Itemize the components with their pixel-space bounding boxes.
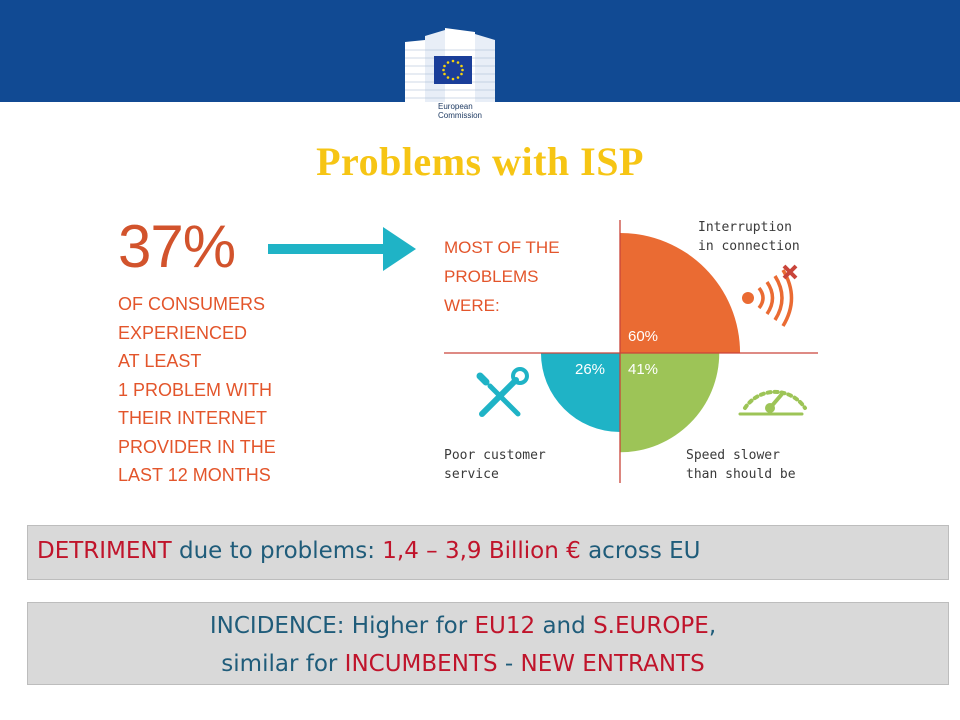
heading-line: WERE: [444,296,500,315]
label-line: service [444,467,499,482]
european-commission-logo: European Commission [400,22,500,132]
incidence-seurope: S.EUROPE [593,613,709,639]
wrench-screwdriver-icon [476,367,529,417]
label-line: Poor customer [444,448,546,463]
incidence-box: INCIDENCE: Higher for EU12 and S.EUROPE,… [27,602,949,685]
logo-line1: European [438,102,473,111]
incidence-and: and [535,613,594,639]
speed-value: 41% [628,361,659,378]
stat-description: OF CONSUMERS EXPERIENCED AT LEAST 1 PROB… [118,290,276,490]
poor-service-wedge [540,353,620,433]
eu-flag-building-icon [405,28,495,102]
incidence-line1: INCIDENCE: Higher for EU12 and S.EUROPE, [3,613,923,639]
poor-service-label: Poor customer service [444,446,546,484]
incidence-incumbents: INCUMBENTS [344,651,498,677]
incidence-new-entrants: NEW ENTRANTS [520,651,705,677]
interruption-value: 60% [628,328,659,345]
speed-label: Speed slower than should be [686,446,796,484]
incidence-eu12: EU12 [474,613,536,639]
interruption-wedge [620,232,741,353]
stat-line: OF CONSUMERS [118,294,266,314]
broken-signal-icon [742,264,798,327]
incidence-line2: similar for INCUMBENTS - NEW ENTRANTS [3,651,923,677]
incidence-comma: , [708,613,717,639]
speed-wedge [620,353,720,453]
stat-line: AT LEAST [118,351,202,371]
label-line: in connection [698,239,800,254]
heading-line: MOST OF THE [444,238,560,257]
problem-quadrant-chart [444,220,818,483]
stat-line: EXPERIENCED [118,322,248,343]
interruption-label: Interruption in connection [698,218,800,256]
detriment-label: DETRIMENT [37,538,172,564]
incidence-prefix: INCIDENCE: Higher for [209,613,475,639]
detriment-amount: 1,4 – 3,9 Billion € [382,538,581,564]
stat-percent: 37% [118,213,236,280]
label-line: Speed slower [686,448,780,463]
incidence-line2-prefix: similar for [221,651,345,677]
detriment-text: DETRIMENT due to problems: 1,4 – 3,9 Bil… [37,538,701,564]
infographic-heading: MOST OF THE PROBLEMS WERE: [444,233,560,320]
stat-line: THEIR INTERNET [118,408,268,428]
right-arrow-icon [268,227,416,271]
logo-text: European Commission [438,102,482,120]
stat-line: PROVIDER IN THE [118,436,276,457]
incidence-dash: - [497,651,521,677]
heading-line: PROBLEMS [444,267,539,286]
detriment-text1: due to problems: [171,538,383,564]
label-line: than should be [686,467,796,482]
stat-line: 1 PROBLEM WITH [118,379,273,400]
detriment-text2: across EU [580,538,701,564]
page-title: Problems with ISP [316,139,644,184]
detriment-box: DETRIMENT due to problems: 1,4 – 3,9 Bil… [27,525,949,580]
label-line: Interruption [698,220,792,235]
poor-service-value: 26% [575,361,606,378]
stat-line: LAST 12 MONTHS [118,465,271,485]
logo-line2: Commission [438,111,483,120]
speedometer-icon [738,389,807,416]
